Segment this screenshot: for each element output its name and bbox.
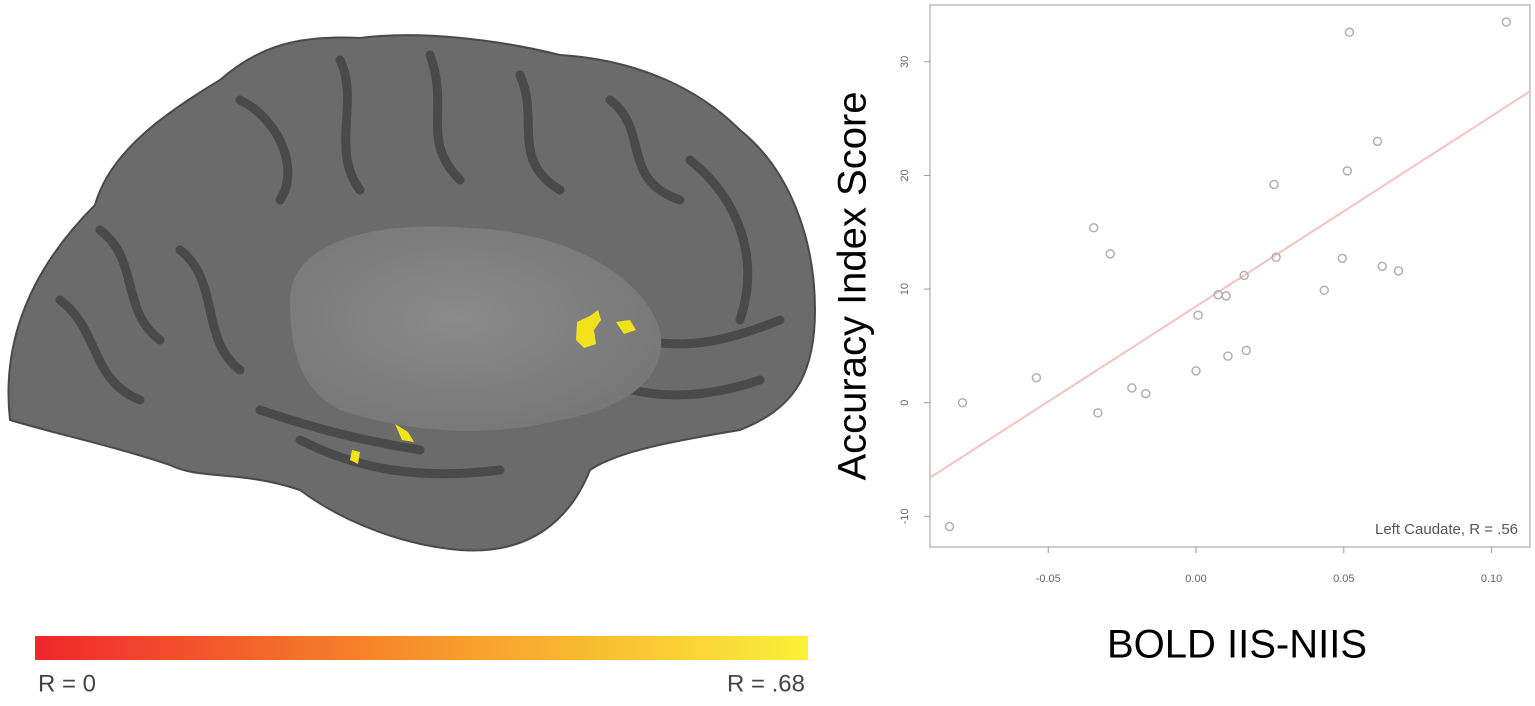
brain-image [7,34,817,552]
scatter-point [1221,291,1231,301]
y-tick-label: 20 [899,169,911,181]
activation-clusters [350,310,636,464]
scatter-point [1031,372,1042,383]
y-tick-label: 0 [899,400,911,406]
scatter-point [1239,270,1249,281]
annotation: Left Caudate, R = .56 [1375,521,1518,538]
x-tick-label: 0.05 [1333,573,1354,585]
scatter-point [1241,345,1252,356]
y-tick-label: 30 [899,56,911,68]
scatter-point [1141,388,1151,399]
scatter-point [1127,383,1137,393]
scatter-point [1269,179,1279,190]
scatter-point [1271,252,1281,263]
scatter-point [1093,408,1103,418]
scatter-point [1319,285,1330,295]
scatter-point [1193,310,1203,320]
y-axis-label: Accuracy Index Score [831,91,875,480]
fit-line [929,90,1531,479]
scatter-point [1393,266,1404,276]
scatter-point [1105,249,1116,259]
scatter-point [1191,366,1201,376]
scatter-point [1223,351,1233,361]
scatter-point [1377,261,1387,272]
x-tick-label: 0.00 [1185,573,1206,585]
corpus-callosum [290,226,662,431]
x-tick-label: 0.10 [1481,573,1502,585]
scatter-point [1342,166,1353,176]
scatter-point [957,397,968,408]
colorbar-min-label: R = 0 [38,670,96,697]
scatter-point [944,521,955,532]
scatter-point [1088,222,1099,233]
colorbar-max-label: R = .68 [727,670,805,697]
plot-frame [929,4,1531,548]
scatter-point [1337,253,1348,264]
scatter-point [1501,17,1512,27]
y-tick-label: -10 [899,508,911,524]
colorbar [35,636,808,660]
scatter-point [1372,136,1383,147]
y-tick-label: 10 [899,283,911,295]
scatter-point [1344,27,1355,38]
x-tick-label: -0.05 [1036,573,1061,585]
x-axis-label: BOLD IIS-NIIS [1107,623,1367,667]
